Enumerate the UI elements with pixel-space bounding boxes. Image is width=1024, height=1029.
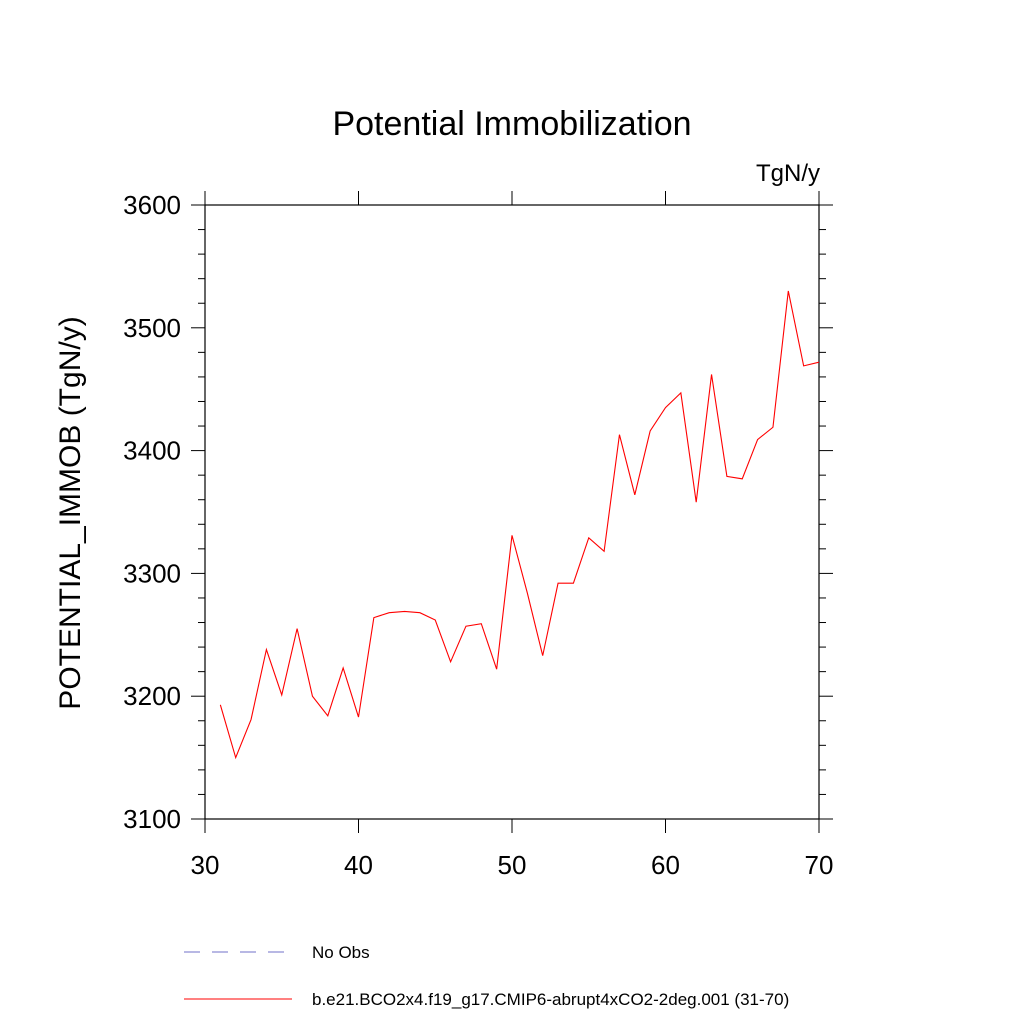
- x-tick-label: 50: [498, 850, 527, 880]
- plot-frame: [204, 204, 820, 820]
- legend-label: No Obs: [312, 943, 370, 962]
- axis-ticks: [191, 191, 833, 833]
- legend-label: b.e21.BCO2x4.f19_g17.CMIP6-abrupt4xCO2-2…: [312, 990, 789, 1009]
- x-tick-label: 70: [805, 850, 834, 880]
- y-tick-label: 3300: [123, 558, 181, 588]
- y-axis-label: POTENTIAL_IMMOB (TgN/y): [54, 316, 87, 709]
- y-tick-label: 3400: [123, 436, 181, 466]
- x-tick-label: 60: [651, 850, 680, 880]
- tick-labels: 30 40 50 60 70 3100 3200 3300 3400 3500 3600: [123, 190, 833, 880]
- chart-title: Potential Immobilization: [332, 105, 691, 143]
- y-tick-label: 3100: [123, 804, 181, 834]
- y-tick-label: 3500: [123, 313, 181, 343]
- legend: No Obs b.e21.BCO2x4.f19_g17.CMIP6-abrupt4…: [184, 943, 789, 1009]
- x-tick-label: 30: [191, 850, 220, 880]
- y-tick-label: 3200: [123, 681, 181, 711]
- x-tick-label: 40: [344, 850, 373, 880]
- y-tick-label: 3600: [123, 190, 181, 220]
- series-line: [219, 290, 820, 760]
- series-lines: [219, 290, 820, 760]
- units-label: TgN/y: [756, 160, 820, 187]
